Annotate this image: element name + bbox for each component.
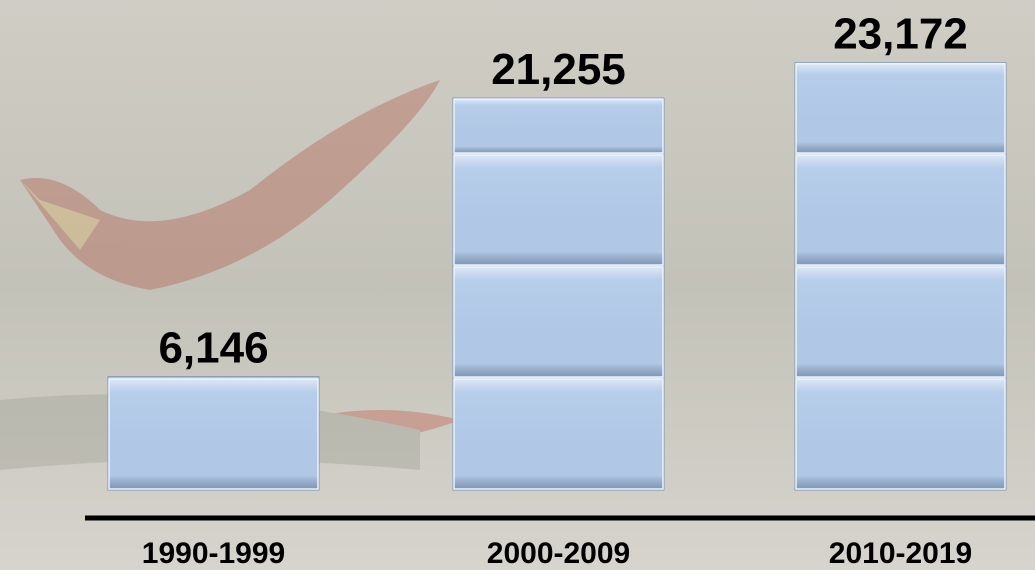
- bar-block: [453, 98, 664, 154]
- bar-block: [108, 378, 319, 490]
- x-tick-label: 2010-2019: [829, 537, 972, 570]
- bar-block: [795, 378, 1006, 490]
- data-label: 6,146: [158, 324, 268, 373]
- bar-block: [795, 62, 1006, 154]
- bar-block: [795, 266, 1006, 378]
- data-label: 21,255: [491, 45, 626, 94]
- bar-block: [453, 154, 664, 266]
- x-tick-label: 2000-2009: [487, 537, 630, 570]
- bar-block: [795, 154, 1006, 266]
- x-tick-label: 1990-1999: [142, 537, 285, 570]
- bar-block: [453, 378, 664, 490]
- bar-block: [453, 266, 664, 378]
- data-label: 23,172: [833, 10, 968, 59]
